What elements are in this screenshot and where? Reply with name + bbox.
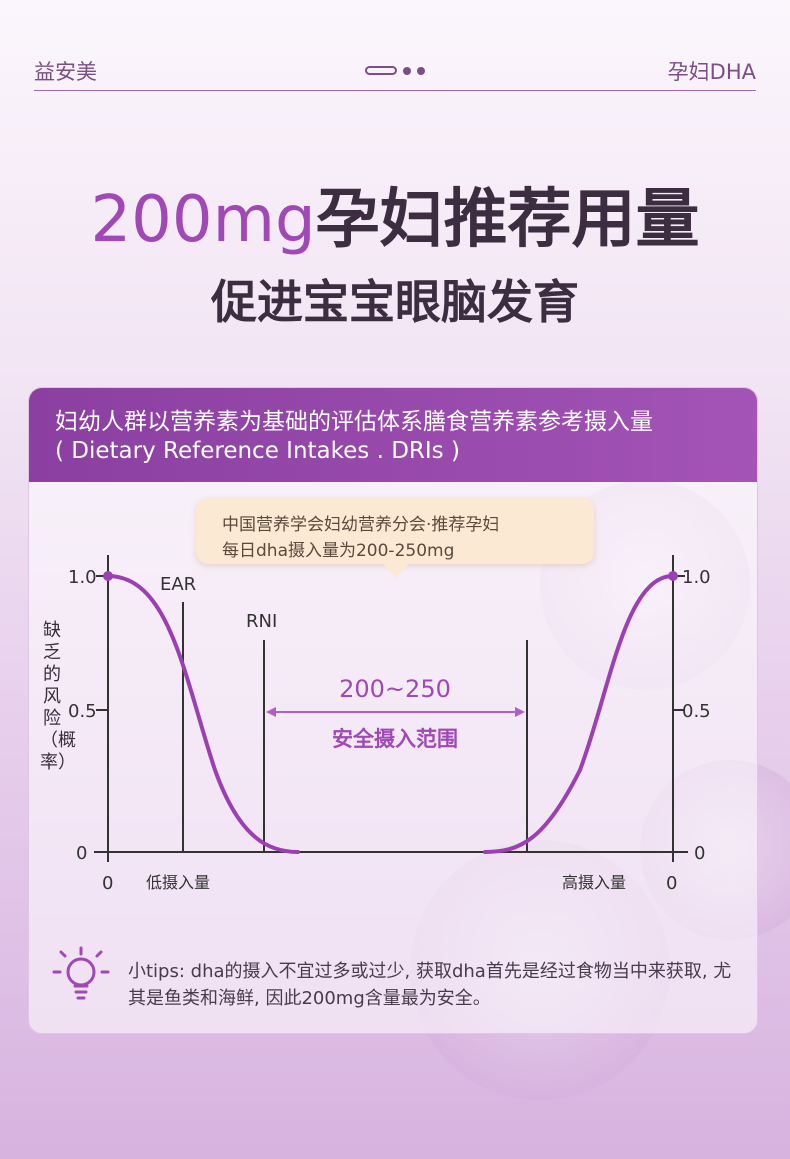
safe-range-label: 安全摄入范围	[332, 727, 458, 751]
x-tick-label: 0	[102, 873, 113, 894]
callout-line: 中国营养学会妇幼营养分会·推荐孕妇	[222, 515, 500, 535]
range-value: 200~250	[339, 675, 451, 703]
y-tick-label: 1.0	[68, 567, 97, 588]
y-tick-label-right: 1.0	[682, 567, 711, 588]
recommendation-callout: 中国营养学会妇幼营养分会·推荐孕妇 每日dha摄入量为200-250mg	[196, 498, 594, 578]
page-subtitle: 促进宝宝眼脑发育	[211, 275, 579, 329]
curve-endpoint	[103, 571, 113, 581]
arrow-head-left	[266, 707, 276, 717]
title-text: 孕妇推荐用量	[315, 183, 700, 257]
title-dose: 200mg	[90, 183, 316, 257]
brand-name: 益安美	[34, 60, 97, 84]
ear-label: EAR	[160, 574, 196, 595]
product-name: 孕妇DHA	[667, 60, 756, 84]
tips-text: 小tips: dha的摄入不宜过多或过少, 获取dha首先是经过食物当中来获取,…	[128, 961, 732, 1009]
y-tick-label: 0.5	[68, 701, 97, 722]
y-tick-label-right: 0	[694, 843, 705, 864]
low-intake-label: 低摄入量	[146, 873, 210, 892]
header-decoration	[365, 66, 425, 75]
dot-icon	[417, 66, 425, 75]
dri-card: 妇幼人群以营养素为基础的评估体系膳食营养素参考摄入量 ( Dietary Ref…	[28, 387, 758, 1034]
page-header: 益安美 孕妇DHA	[34, 52, 756, 91]
curve-endpoint	[668, 571, 678, 581]
deficiency-risk-curve	[106, 574, 300, 854]
card-header: 妇幼人群以营养素为基础的评估体系膳食营养素参考摄入量 ( Dietary Ref…	[29, 388, 757, 482]
arrow-head-right	[515, 707, 525, 717]
callout-line: 每日dha摄入量为200-250mg	[222, 541, 455, 561]
card-heading-english: ( Dietary Reference Intakes . DRIs )	[55, 438, 460, 464]
y-axis-label: 缺乏的风险（概率）	[40, 620, 76, 773]
high-intake-label: 高摄入量	[562, 873, 626, 892]
pill-icon	[365, 66, 397, 75]
y-tick-label-right: 0.5	[682, 701, 711, 722]
card-heading: 妇幼人群以营养素为基础的评估体系膳食营养素参考摄入量	[55, 409, 653, 435]
x-tick-label: 0	[666, 873, 677, 894]
y-tick-label: 0	[76, 843, 87, 864]
rni-label: RNI	[246, 611, 277, 632]
dot-icon	[403, 66, 411, 75]
page-title: 200mg孕妇推荐用量	[0, 168, 790, 260]
excess-risk-curve	[483, 574, 675, 854]
lightbulb-icon	[52, 946, 110, 1000]
